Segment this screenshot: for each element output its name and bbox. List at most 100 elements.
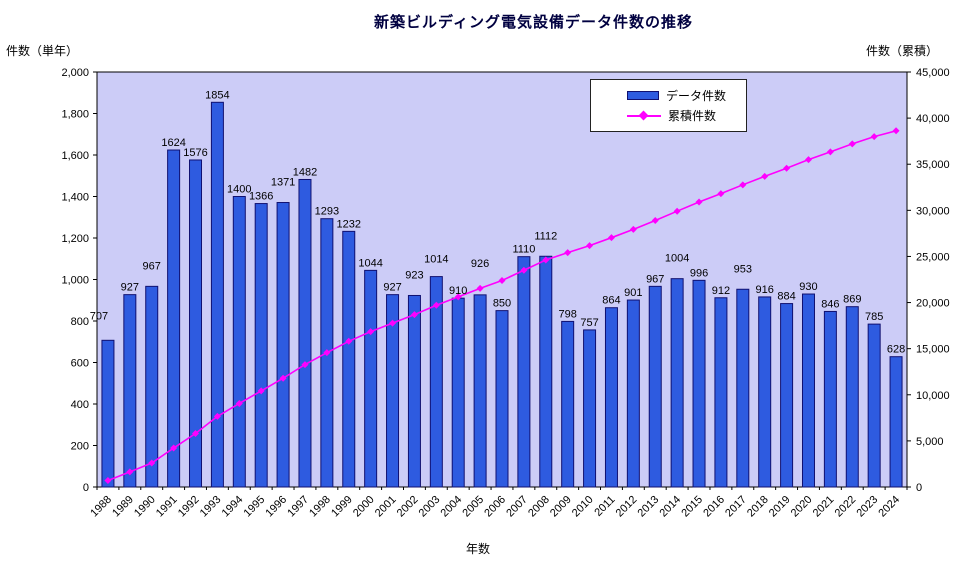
year-label-2004: 2004 bbox=[439, 494, 465, 520]
diamond-marker-2020 bbox=[804, 156, 812, 164]
diamond-marker-1988 bbox=[104, 476, 112, 484]
bar-value-label-1991: 1624 bbox=[161, 137, 185, 149]
diamond-marker-2005 bbox=[476, 284, 484, 292]
year-label-2014: 2014 bbox=[657, 494, 683, 520]
left-axis-tick-label: 400 bbox=[71, 399, 89, 411]
left-axis-tick-label: 200 bbox=[71, 441, 89, 453]
year-label-1990: 1990 bbox=[132, 494, 158, 520]
year-label-1993: 1993 bbox=[198, 494, 224, 520]
bar-value-label-2000: 1044 bbox=[358, 257, 382, 269]
bar-value-label-1992: 1576 bbox=[183, 147, 207, 159]
diamond-marker-1995 bbox=[257, 387, 265, 395]
year-label-1988: 1988 bbox=[88, 494, 114, 520]
right-axis-unit-label: 件数（累積） bbox=[866, 44, 939, 58]
year-label-2000: 2000 bbox=[351, 494, 377, 520]
diamond-marker-2010 bbox=[586, 242, 594, 250]
year-label-1994: 1994 bbox=[220, 494, 246, 520]
bar-2012 bbox=[626, 299, 640, 488]
bar-value-label-2002: 923 bbox=[405, 269, 423, 281]
bar-value-label-2024: 628 bbox=[887, 344, 905, 356]
bar-value-label-1999: 1232 bbox=[337, 218, 361, 230]
bar-value-label-2010: 757 bbox=[580, 317, 598, 329]
bar-value-label-2021: 846 bbox=[821, 298, 839, 310]
right-axis-tick-label: 35,000 bbox=[916, 159, 950, 171]
bar-value-label-1998: 1293 bbox=[315, 206, 339, 218]
bar-value-label-1990: 967 bbox=[143, 260, 161, 272]
bar-1991 bbox=[167, 149, 181, 488]
year-label-1996: 1996 bbox=[263, 494, 289, 520]
bar-value-label-2014: 1004 bbox=[665, 253, 689, 265]
diamond-marker-2012 bbox=[629, 225, 637, 233]
bar-value-label-2023: 785 bbox=[865, 311, 883, 323]
year-label-2018: 2018 bbox=[745, 494, 771, 520]
left-axis-tick-label: 800 bbox=[71, 316, 89, 328]
year-label-1998: 1998 bbox=[307, 494, 333, 520]
diamond-marker-2002 bbox=[410, 311, 418, 319]
bar-2019 bbox=[780, 303, 794, 488]
line-diamond-swatch-icon bbox=[627, 110, 661, 120]
year-label-1991: 1991 bbox=[154, 494, 180, 520]
bar-1993 bbox=[210, 101, 224, 488]
bar-value-label-2003: 1014 bbox=[424, 254, 448, 266]
bar-2004 bbox=[451, 297, 465, 488]
right-axis-tick-label: 10,000 bbox=[916, 390, 950, 402]
bar-value-label-2018: 916 bbox=[756, 284, 774, 296]
diamond-marker-2001 bbox=[389, 319, 397, 327]
x-axis bbox=[96, 487, 908, 490]
left-axis-tick-label: 1,800 bbox=[61, 109, 89, 121]
diamond-marker-1993 bbox=[213, 412, 221, 420]
x-axis-title: 年数 bbox=[465, 542, 490, 556]
right-axis-tick-label: 45,000 bbox=[916, 67, 950, 79]
bar-2016 bbox=[714, 297, 728, 488]
bar-2005 bbox=[473, 294, 487, 488]
bar-value-label-2011: 864 bbox=[602, 295, 620, 307]
bar-swatch-icon bbox=[627, 91, 659, 100]
year-label-2001: 2001 bbox=[373, 494, 399, 520]
bar-1995 bbox=[254, 203, 268, 488]
bar-value-label-2022: 869 bbox=[843, 294, 861, 306]
bar-2007 bbox=[517, 256, 531, 488]
bar-value-label-2007: 1110 bbox=[512, 244, 535, 256]
bar-1992 bbox=[189, 159, 203, 488]
bar-2024 bbox=[889, 356, 903, 488]
bar-2022 bbox=[845, 306, 859, 488]
left-axis-tick-label: 1,000 bbox=[61, 275, 89, 287]
diamond-marker-1991 bbox=[170, 444, 178, 452]
year-label-1992: 1992 bbox=[176, 494, 202, 520]
diamond-marker-1997 bbox=[301, 361, 309, 369]
bar-value-label-2015: 996 bbox=[690, 267, 708, 279]
legend-box: データ件数 累積件数 bbox=[590, 79, 747, 132]
diamond-marker-2003 bbox=[432, 301, 440, 309]
year-label-1997: 1997 bbox=[285, 494, 311, 520]
left-axis-tick-label: 1,200 bbox=[61, 233, 89, 245]
bar-2018 bbox=[758, 296, 772, 488]
bar-value-label-1997: 1482 bbox=[293, 166, 317, 178]
year-label-2021: 2021 bbox=[811, 494, 837, 520]
diamond-marker-2013 bbox=[651, 216, 659, 224]
cumulative-line-series bbox=[104, 127, 900, 484]
bar-2003 bbox=[429, 276, 443, 488]
bar-1997 bbox=[298, 178, 312, 488]
diamond-marker-2006 bbox=[498, 276, 506, 284]
legend-item-bars: データ件数 bbox=[627, 89, 746, 103]
left-axis-tick-label: 1,400 bbox=[61, 192, 89, 204]
bar-2014 bbox=[670, 278, 684, 488]
bar-2011 bbox=[604, 307, 618, 488]
bar-2006 bbox=[495, 310, 509, 488]
year-label-2023: 2023 bbox=[854, 494, 880, 520]
bar-2020 bbox=[801, 293, 815, 488]
diamond-marker-2008 bbox=[542, 256, 550, 264]
bar-value-label-2017: 953 bbox=[734, 263, 752, 275]
year-label-2015: 2015 bbox=[679, 494, 705, 520]
bar-value-label-2016: 912 bbox=[712, 285, 730, 297]
year-label-2020: 2020 bbox=[789, 494, 815, 520]
bar-1999 bbox=[342, 230, 356, 488]
year-label-1989: 1989 bbox=[110, 494, 136, 520]
year-label-2008: 2008 bbox=[526, 494, 552, 520]
year-label-2011: 2011 bbox=[592, 494, 617, 519]
year-label-2022: 2022 bbox=[833, 494, 859, 520]
bar-value-label-2019: 884 bbox=[777, 291, 795, 303]
year-label-2013: 2013 bbox=[636, 494, 662, 520]
bar-2009 bbox=[561, 320, 575, 488]
